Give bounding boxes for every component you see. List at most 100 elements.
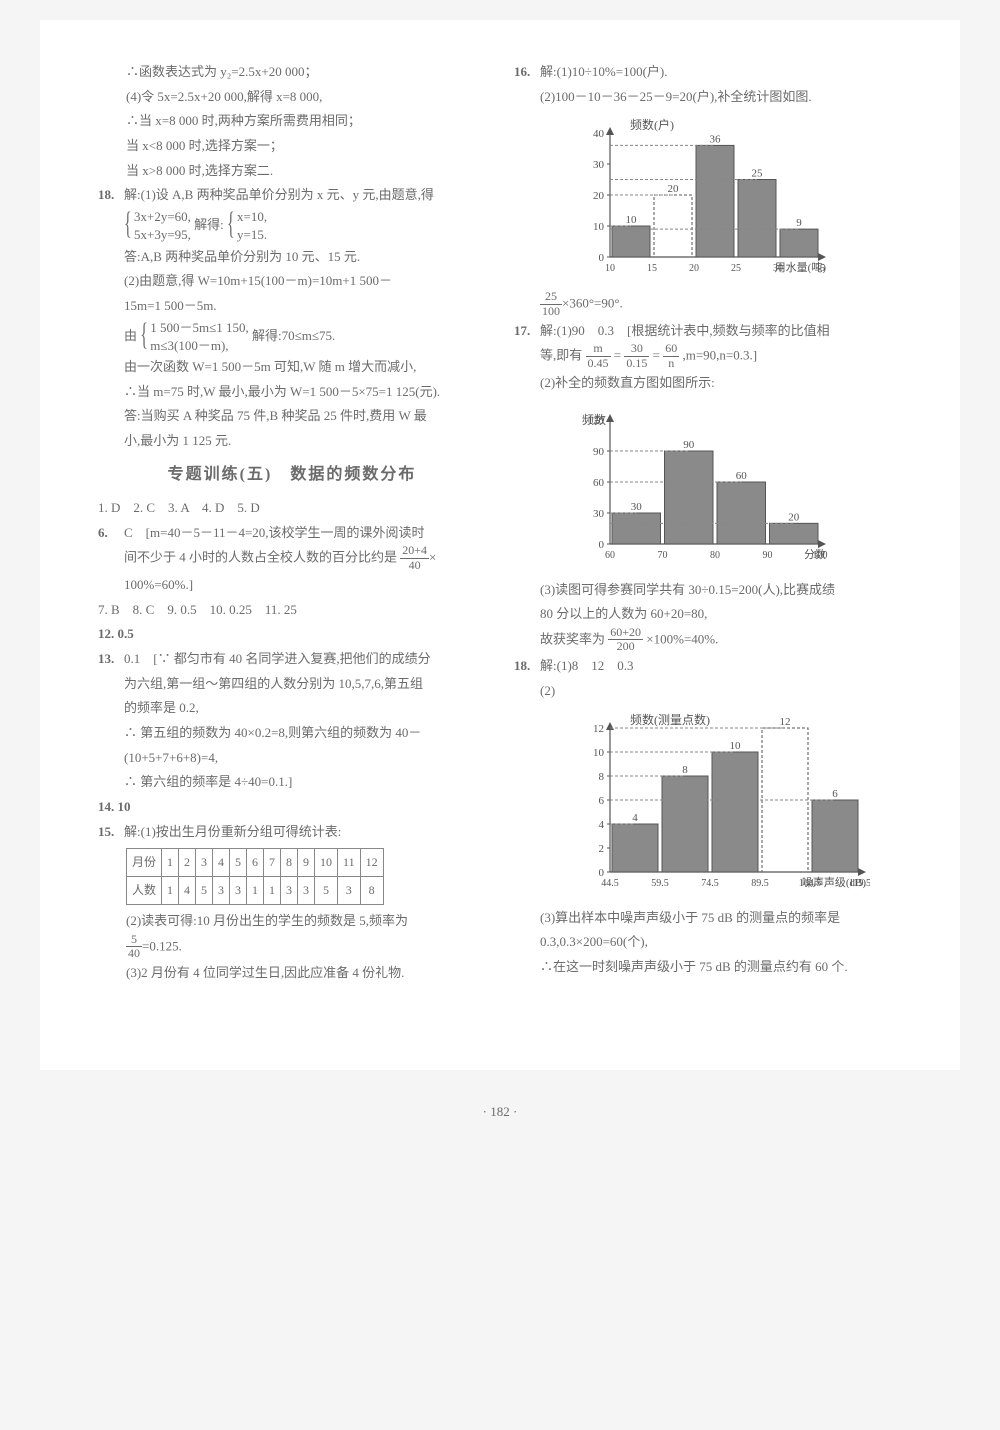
line: 间不少于 4 小时的人数占全校人数的百分比约是 20+4 40 × [124,545,486,572]
table-cell: 人数 [127,877,162,905]
text: 解得:70≤m≤75. [252,328,335,343]
q-num: 6. [98,521,124,598]
svg-text:30: 30 [593,508,605,520]
line: 解:(1)设 A,B 两种奖品单价分别为 x 元、y 元,由题意,得 [124,183,486,208]
svg-text:2: 2 [599,843,605,855]
text: 解得: [194,217,224,232]
pre-line: (4)令 5x=2.5x+20 000,解得 x=8 000, [98,85,486,110]
q6: 6. C [m=40－5－11－4=20,该校学生一周的课外阅读时 间不少于 4… [98,521,486,598]
line: (2)由题意,得 W=10m+15(100－m)=10m+1 500－ [124,269,486,294]
fraction: 20+4 40 [400,544,429,571]
svg-text:60: 60 [736,470,748,482]
svg-text:44.5: 44.5 [601,878,619,889]
page: ∴函数表达式为 y₂=2.5x+20 000； (4)令 5x=2.5x+20 … [40,20,960,1070]
q13: 13. 0.1 [∵ 都匀市有 40 名同学进入复赛,把他们的成绩分 为六组,第… [98,647,486,795]
q-body: C [m=40－5－11－4=20,该校学生一周的课外阅读时 间不少于 4 小时… [124,521,486,598]
svg-text:0: 0 [599,252,605,264]
q-num: 12. 0.5 [98,626,134,641]
text: ,m=90,n=0.3.] [682,348,757,363]
svg-text:10: 10 [626,214,638,226]
table-cell: 5 [230,849,247,877]
svg-text:4: 4 [599,819,605,831]
fraction: 60n [663,342,679,369]
q-body: 解:(1)设 A,B 两种奖品单价分别为 x 元、y 元,由题意,得 3x+2y… [124,183,486,453]
svg-text:8: 8 [682,764,688,776]
q-num: 13. [98,647,124,795]
bar-chart-water: 010203040102036259101520253035频数(户)用水量(吨… [570,115,830,285]
svg-text:36: 36 [710,134,722,146]
table-cell: 4 [179,877,196,905]
q-num: 18. [514,654,540,979]
line: 答:A,B 两种奖品单价分别为 10 元、15 元. [124,245,486,270]
table-cell: 11 [338,849,361,877]
svg-text:噪声声级(dB): 噪声声级(dB) [802,875,866,889]
text: 等,即有 [540,348,582,363]
table-cell: 7 [264,849,281,877]
q-body: 解:(1)10÷10%=100(户). (2)100－10－36－25－9=20… [540,60,902,319]
fraction: m0.45 [586,342,611,369]
line: 14. 10 [98,795,486,820]
line: 解:(1)90 0.3 [根据统计表中,频数与频率的比值相 [540,319,902,344]
svg-text:9: 9 [796,217,802,229]
pre-line: ∴当 x=8 000 时,两种方案所需费用相同； [98,109,486,134]
line: 解:(1)10÷10%=100(户). [540,60,902,85]
svg-text:25: 25 [731,263,741,274]
line: ∴在这一时刻噪声声级小于 75 dB 的测量点约有 60 个. [540,955,902,980]
svg-text:30: 30 [631,501,643,513]
line: 解:(1)按出生月份重新分组可得统计表: [124,820,486,845]
line: 15m=1 500－5m. [124,294,486,319]
line: 0.1 [∵ 都匀市有 40 名同学进入复赛,把他们的成绩分 [124,647,486,672]
table-cell: 12 [360,849,383,877]
line: 为六组,第一组～第四组的人数分别为 10,5,7,6,第五组 [124,672,486,697]
svg-text:89.5: 89.5 [751,878,769,889]
svg-text:用水量(吨): 用水量(吨) [775,261,827,274]
q-body: 解:(1)8 12 0.3 (2) 024681012481012644.559… [540,654,902,979]
line: 故获奖率为 60+20200 ×100%=40%. [540,627,902,654]
pre-line: 当 x<8 000 时,选择方案一； [98,134,486,159]
text: ×360°=90°. [562,296,623,311]
fraction: 5 40 [126,933,142,960]
birth-table: 月份123456789101112 人数145331133538 [126,848,384,905]
pre-line: ∴函数表达式为 y₂=2.5x+20 000； [98,60,486,85]
table-cell: 10 [315,849,338,877]
line: (2)补全的频数直方图如图所示: [540,371,902,396]
text: 由 [124,328,137,343]
line: 等,即有 m0.45 = 300.15 = 60n ,m=90,n=0.3.] [540,343,902,370]
svg-text:20: 20 [593,190,605,202]
svg-text:80: 80 [710,550,720,561]
line: 12. 0.5 [98,622,486,647]
table-cell: 5 [196,877,213,905]
fraction: 60+20200 [608,626,643,653]
brace-system: 1 500－5m≤1 150, m≤3(100－m), [140,319,249,355]
svg-text:20: 20 [668,183,680,195]
table-cell: 1 [264,877,281,905]
line: C [m=40－5－11－4=20,该校学生一周的课外阅读时 [124,521,486,546]
line: (2) [540,679,902,704]
q-body: 解:(1)90 0.3 [根据统计表中,频数与频率的比值相 等,即有 m0.45… [540,319,902,655]
table-cell: 4 [213,849,230,877]
svg-text:70: 70 [658,550,668,561]
table-cell: 1 [162,849,179,877]
svg-text:90: 90 [763,550,773,561]
svg-text:12: 12 [780,716,791,728]
line: 5 40 =0.125. [98,934,486,961]
svg-text:频数(测量点数): 频数(测量点数) [630,712,710,727]
text: ×100%=40%. [646,632,718,647]
table-cell: 3 [298,877,315,905]
svg-text:90: 90 [683,439,695,451]
q17: 17. 解:(1)90 0.3 [根据统计表中,频数与频率的比值相 等,即有 m… [514,319,902,655]
svg-text:10: 10 [730,740,742,752]
table-cell: 5 [315,877,338,905]
text: =0.125. [142,938,182,953]
page-number: · 182 · [0,1104,1000,1120]
table-cell: 8 [281,849,298,877]
q-num: 16. [514,60,540,319]
svg-text:8: 8 [599,771,605,783]
q-num: 14. 10 [98,799,131,814]
line: (3)读图可得参赛同学共有 30÷0.15=200(人),比赛成绩 [540,578,902,603]
line: 25 100 ×360°=90°. [540,291,902,318]
line: ∴当 m=75 时,W 最小,最小为 W=1 500－5×75=1 125(元)… [124,380,486,405]
line: (3)2 月份有 4 位同学过生日,因此应准备 4 份礼物. [98,961,486,986]
q-body: 0.1 [∵ 都匀市有 40 名同学进入复赛,把他们的成绩分 为六组,第一组～第… [124,647,486,795]
svg-text:60: 60 [593,477,605,489]
